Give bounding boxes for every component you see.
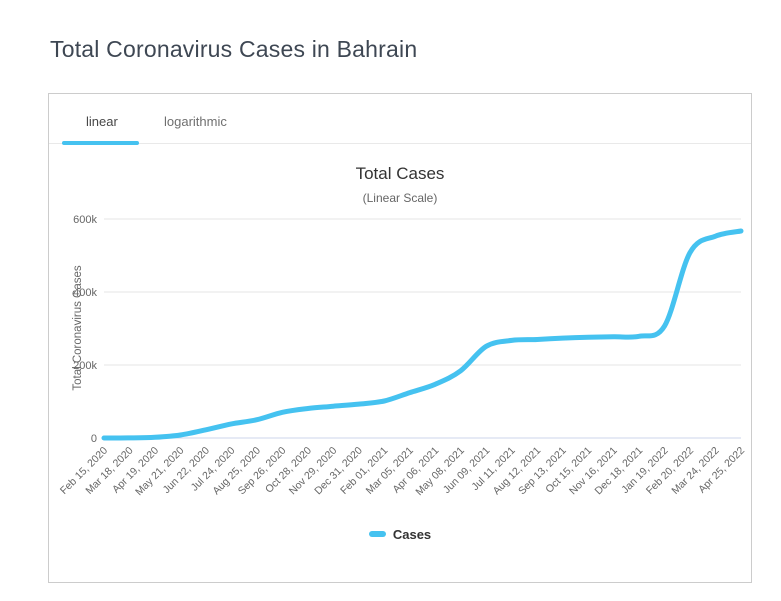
legend-item-cases[interactable]: Cases (49, 524, 751, 544)
cases-line (101, 228, 744, 441)
tab-logarithmic[interactable]: logarithmic (164, 114, 227, 129)
active-tab-underline (62, 141, 139, 145)
y-axis-tick-label: 0 (91, 433, 97, 445)
legend-label: Cases (392, 526, 432, 542)
chart-subtitle: (Linear Scale) (362, 191, 438, 205)
cases-legend-marker (368, 531, 386, 537)
tab-linear[interactable]: linear (86, 114, 118, 129)
y-axis-tick-label: 600k (73, 214, 97, 226)
tab-bar-divider (49, 143, 751, 144)
page-title: Total Coronavirus Cases in Bahrain (50, 36, 418, 62)
chart-card: linear logarithmic Total Cases (Linear S… (48, 93, 752, 583)
y-axis-tick-label: 400k (73, 287, 97, 299)
y-axis-tick-label: 200k (73, 360, 97, 372)
chart-title: Total Cases (355, 164, 445, 183)
